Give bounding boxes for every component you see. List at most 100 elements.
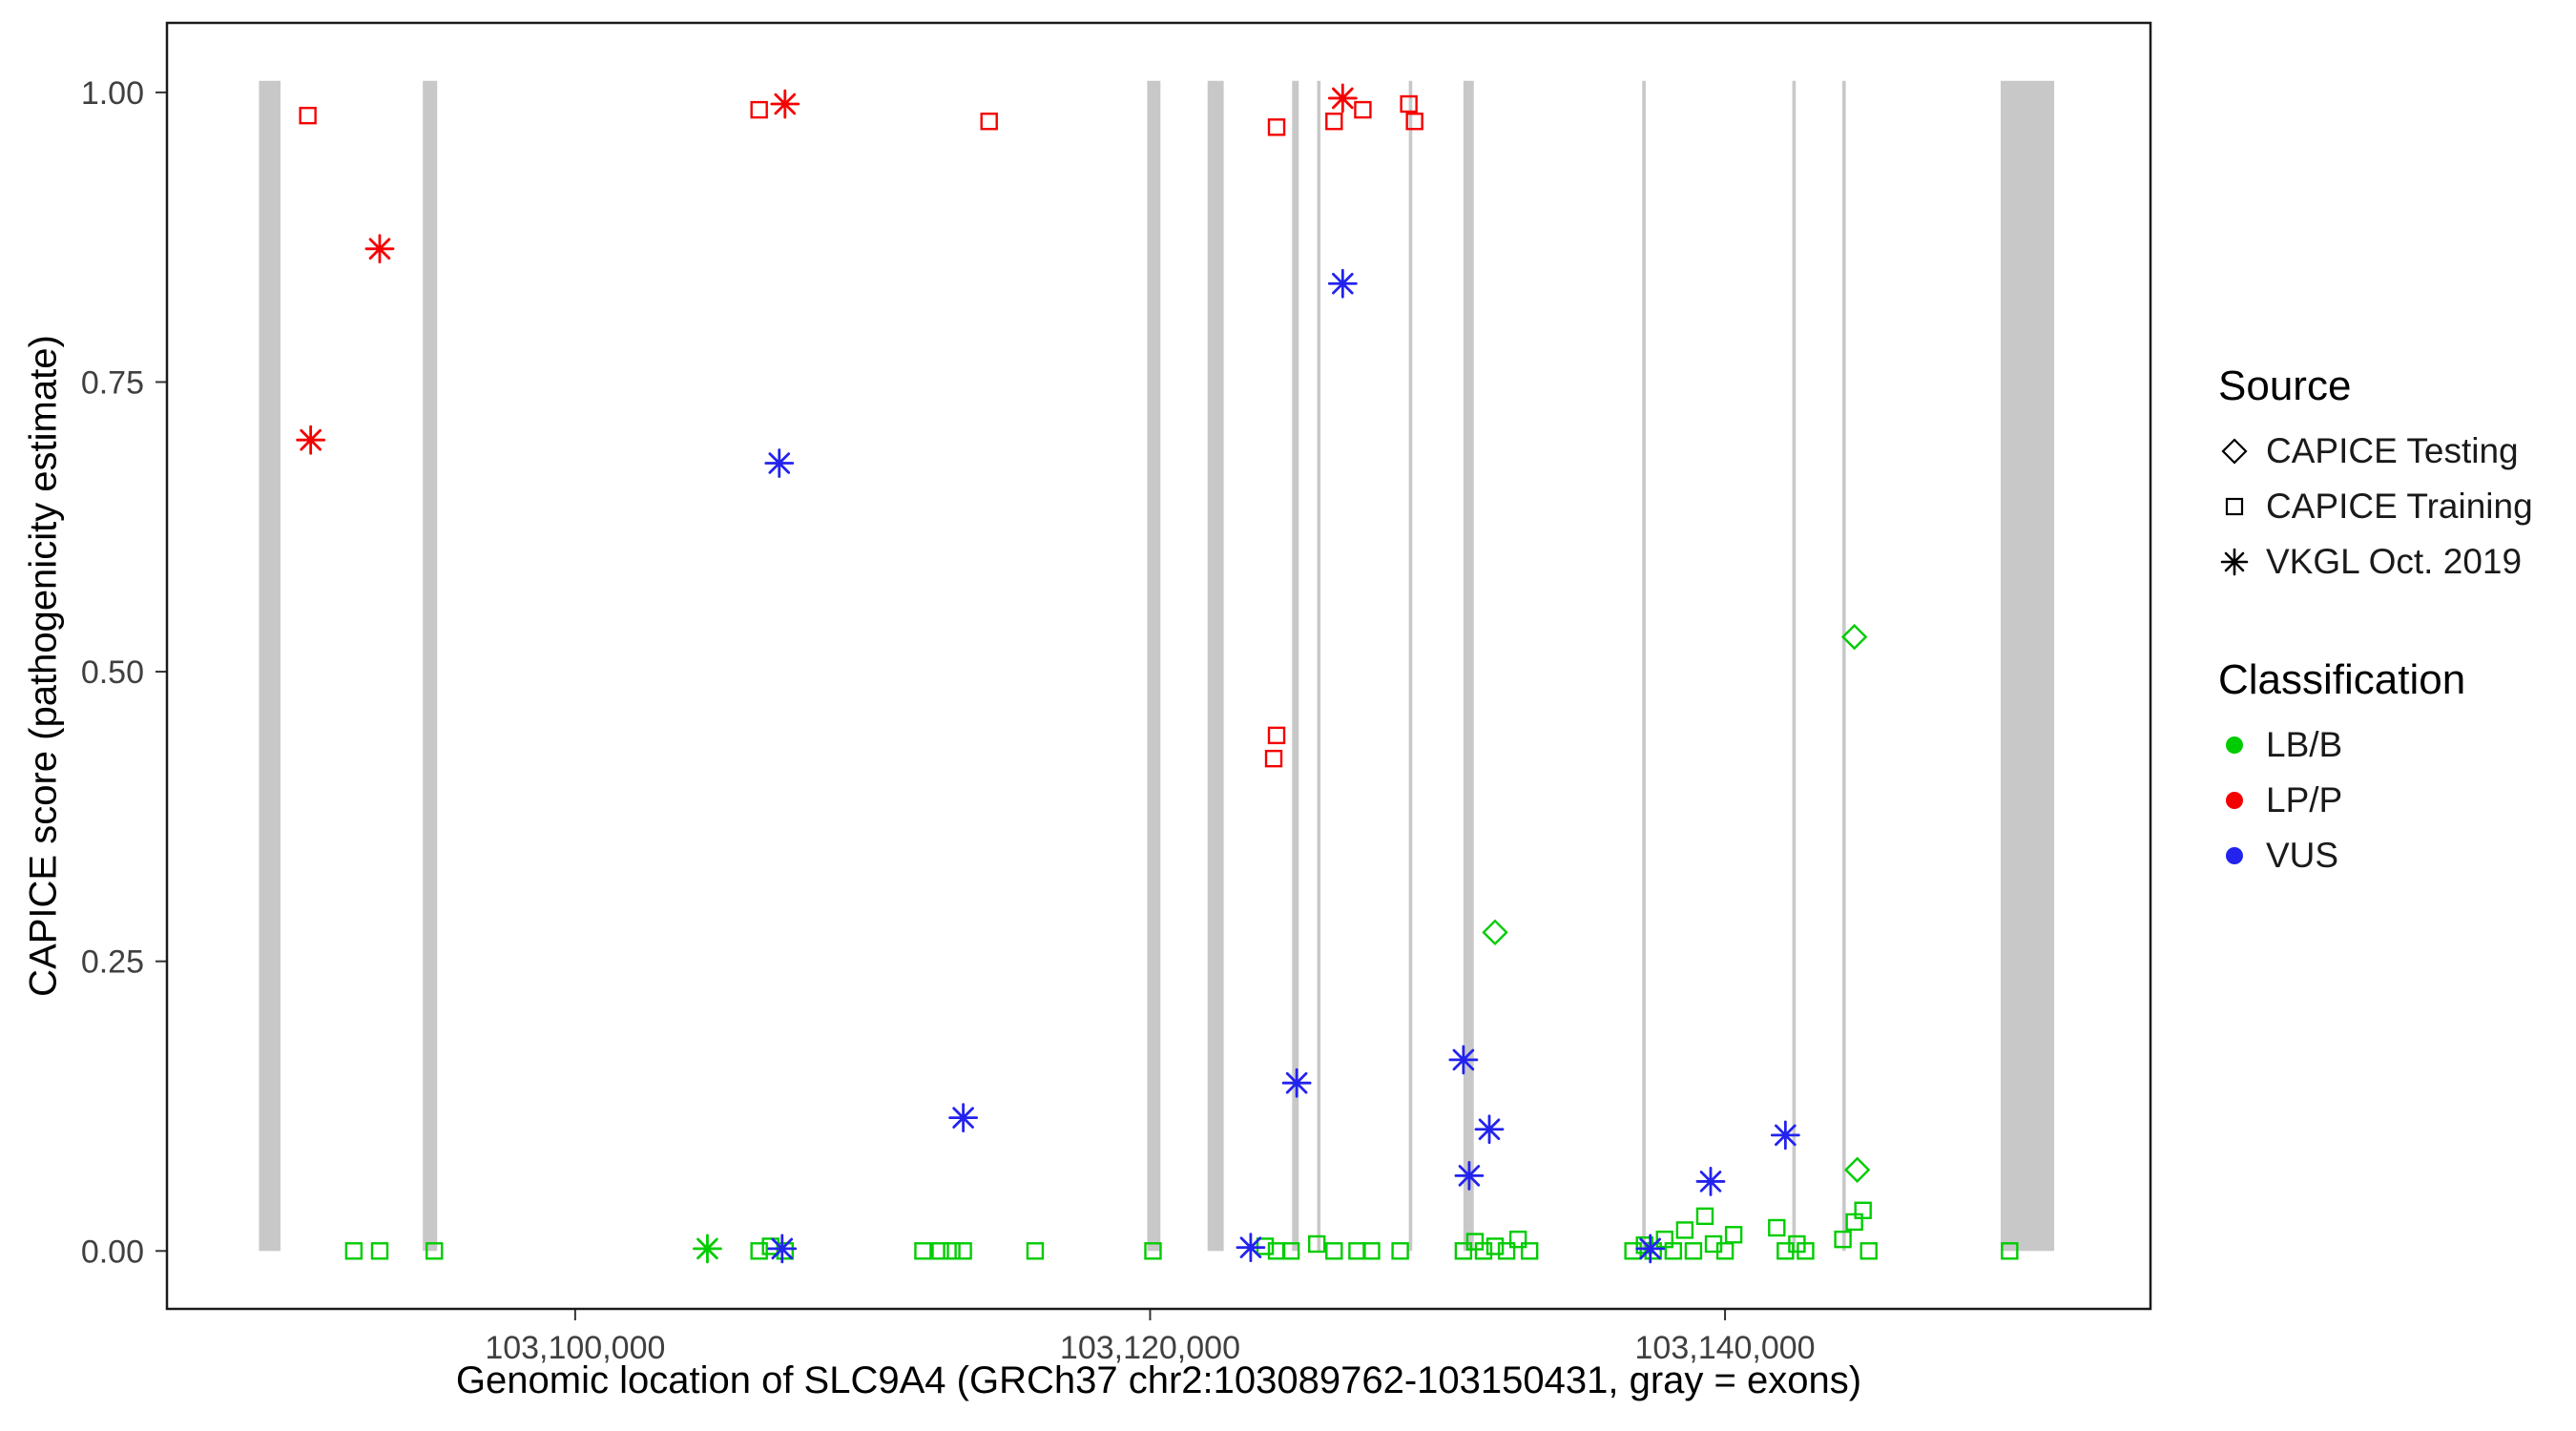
- legend-source-title: Source: [2218, 363, 2352, 409]
- point-LPP-vkgl-oct-2019: [770, 89, 800, 119]
- point-LBB-capice-training: [2001, 1242, 2019, 1260]
- point-LBB-capice-training: [1684, 1242, 1703, 1260]
- point-VUS-vkgl-oct-2019: [1695, 1167, 1726, 1196]
- exon-bar: [1463, 80, 1474, 1252]
- point-VUS-vkgl-oct-2019: [1236, 1233, 1266, 1263]
- legend-label: LB/B: [2266, 725, 2343, 764]
- point-LBB-capice-testing: [1843, 1156, 1871, 1183]
- point-LBB-capice-training: [1362, 1242, 1381, 1260]
- point-LPP-capice-training: [750, 100, 768, 119]
- y-tick-label: 0.25: [81, 944, 144, 981]
- point-LBB-capice-training: [776, 1242, 795, 1260]
- point-LBB-capice-training: [1834, 1230, 1852, 1249]
- point-LBB-capice-training: [1497, 1242, 1516, 1260]
- x-tick-label: 103,100,000: [485, 1330, 665, 1366]
- point-LBB-capice-training: [1391, 1242, 1409, 1260]
- point-LPP-capice-training: [299, 106, 317, 125]
- legend-item-capice-training: CAPICE Training: [2218, 487, 2562, 527]
- legend-classification-section: Classification LB/B LP/P: [2218, 656, 2562, 876]
- point-LBB-capice-training: [1308, 1234, 1326, 1254]
- point-LBB-capice-training: [750, 1242, 768, 1260]
- point-LBB-capice-training: [1485, 1237, 1505, 1255]
- exon-bar: [1792, 80, 1797, 1252]
- legend-item-vus: VUS: [2218, 836, 2562, 876]
- point-LBB-capice-training: [1664, 1242, 1683, 1260]
- point-VUS-vkgl-oct-2019: [1770, 1120, 1800, 1151]
- exon-bar: [1408, 80, 1413, 1252]
- point-LBB-capice-training: [1348, 1242, 1366, 1260]
- point-LPP-capice-training: [1400, 94, 1418, 114]
- panel-border: [165, 21, 2152, 1311]
- point-VUS-vkgl-oct-2019: [1635, 1234, 1666, 1264]
- y-axis-title: CAPICE score (pathogenicity estimate): [22, 335, 65, 997]
- point-LBB-capice-training: [1859, 1242, 1878, 1260]
- exon-bar: [1207, 80, 1224, 1252]
- point-LBB-capice-training: [1026, 1242, 1045, 1260]
- green-dot-icon: [2218, 729, 2251, 761]
- point-LPP-capice-training: [1325, 113, 1343, 131]
- point-LBB-capice-training: [1325, 1242, 1343, 1260]
- point-LBB-capice-training: [1644, 1242, 1662, 1260]
- point-LBB-vkgl-oct-2019: [693, 1234, 722, 1264]
- x-axis-title: Genomic location of SLC9A4 (GRCh37 chr2:…: [455, 1359, 1862, 1401]
- legend-source-section: Source CAPICE Testing CAPICE Training: [2218, 363, 2562, 582]
- point-LBB-capice-training: [1695, 1207, 1714, 1226]
- point-LBB-capice-training: [914, 1242, 932, 1260]
- legend-label: CAPICE Testing: [2266, 431, 2519, 470]
- exon-bar: [2001, 80, 2055, 1252]
- exon-bar: [1147, 80, 1161, 1252]
- y-tick-label: 1.00: [81, 75, 144, 112]
- red-dot-icon: [2218, 784, 2251, 817]
- point-LBB-capice-training: [426, 1242, 444, 1260]
- exon-bar: [423, 80, 438, 1252]
- point-LBB-capice-training: [1768, 1218, 1786, 1237]
- point-LBB-capice-training: [1797, 1242, 1815, 1260]
- point-LBB-capice-testing: [1482, 919, 1508, 946]
- point-LPP-capice-training: [1354, 100, 1372, 119]
- point-LBB-capice-training: [1144, 1242, 1162, 1260]
- blue-dot-icon: [2218, 840, 2251, 872]
- point-LBB-capice-training: [1724, 1226, 1743, 1244]
- point-LBB-capice-training: [1267, 1242, 1286, 1260]
- point-VUS-vkgl-oct-2019: [764, 448, 795, 478]
- point-LBB-capice-training: [954, 1242, 972, 1260]
- point-VUS-vkgl-oct-2019: [1281, 1068, 1312, 1098]
- point-VUS-vkgl-oct-2019: [1454, 1160, 1485, 1191]
- point-VUS-vkgl-oct-2019: [948, 1103, 979, 1133]
- asterisk-icon: [2218, 546, 2251, 578]
- legend: Source CAPICE Testing CAPICE Training: [2218, 363, 2562, 891]
- point-LBB-capice-training: [1508, 1230, 1527, 1249]
- point-VUS-vkgl-oct-2019: [767, 1234, 798, 1264]
- exon-bar: [259, 80, 281, 1252]
- diamond-icon: [2218, 435, 2251, 467]
- legend-item-lpp: LP/P: [2218, 780, 2562, 820]
- x-tick-label: 103,120,000: [1060, 1330, 1240, 1366]
- point-LPP-capice-training: [1267, 726, 1286, 745]
- legend-item-capice-testing: CAPICE Testing: [2218, 431, 2562, 471]
- point-LBB-capice-testing: [1840, 623, 1868, 651]
- point-LPP-vkgl-oct-2019: [1327, 83, 1358, 114]
- legend-classification-title: Classification: [2218, 656, 2466, 703]
- point-LBB-capice-training: [1854, 1201, 1872, 1219]
- point-LBB-capice-training: [370, 1242, 389, 1260]
- point-LPP-capice-training: [1405, 113, 1423, 131]
- legend-label: VKGL Oct. 2019: [2266, 542, 2523, 581]
- y-tick-label: 0.75: [81, 364, 144, 401]
- point-LBB-capice-training: [943, 1242, 961, 1260]
- point-LBB-capice-training: [931, 1242, 949, 1260]
- point-LPP-vkgl-oct-2019: [296, 425, 326, 455]
- legend-item-lbb: LB/B: [2218, 725, 2562, 765]
- point-LBB-capice-training: [1520, 1242, 1539, 1260]
- legend-item-vkgl: VKGL Oct. 2019: [2218, 542, 2562, 582]
- point-LBB-capice-training: [1474, 1242, 1493, 1260]
- x-tick-label: 103,140,000: [1635, 1330, 1816, 1366]
- exon-bar: [1292, 80, 1299, 1252]
- exon-bar: [1642, 80, 1646, 1252]
- point-VUS-vkgl-oct-2019: [1448, 1045, 1479, 1075]
- exon-bar: [1842, 80, 1846, 1252]
- point-LBB-capice-training: [344, 1242, 364, 1260]
- y-tick-label: 0.50: [81, 654, 144, 691]
- square-icon: [2218, 490, 2251, 523]
